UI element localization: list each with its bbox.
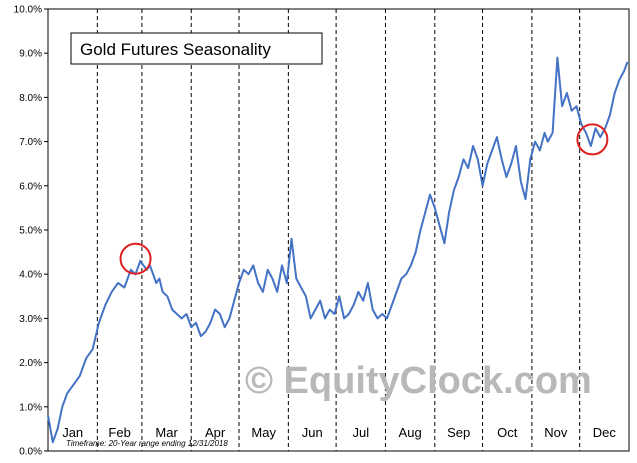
y-tick-label: 2.0% bbox=[19, 358, 42, 369]
x-tick-label: Nov bbox=[544, 425, 568, 440]
y-axis-ticks: 0.0% 1.0% 2.0% 3.0% 4.0% 5.0% 6.0% 7.0% 8.0% 9.0%… bbox=[14, 5, 48, 458]
x-tick-label: Jun bbox=[302, 425, 323, 440]
gold-seasonality-line bbox=[47, 56, 629, 444]
x-axis-ticks: Jan Feb Mar Apr May Jun Jul Aug Sep Oct Nov Dec bbox=[62, 425, 616, 440]
y-tick-label: 9.0% bbox=[19, 49, 42, 60]
y-tick-label: 4.0% bbox=[19, 270, 42, 281]
y-tick-label: 1.0% bbox=[19, 402, 42, 413]
x-tick-label: Sep bbox=[447, 425, 470, 440]
y-tick-label: 8.0% bbox=[19, 93, 42, 104]
x-tick-label: Dec bbox=[593, 425, 617, 440]
x-tick-label: Oct bbox=[497, 425, 518, 440]
y-tick-label: 6.0% bbox=[19, 181, 42, 192]
y-tick-label: 5.0% bbox=[19, 226, 42, 237]
timeframe-note: Timeframe: 20-Year range ending 12/31/20… bbox=[66, 439, 228, 448]
x-tick-label: Feb bbox=[108, 425, 130, 440]
highlight-circle-1 bbox=[576, 123, 609, 156]
x-tick-label: Jan bbox=[62, 425, 83, 440]
highlight-circles bbox=[119, 123, 609, 275]
chart-title: Gold Futures Seasonality bbox=[80, 40, 271, 59]
month-gridlines bbox=[96, 9, 581, 451]
watermark: © EquityClock.com bbox=[245, 360, 592, 402]
y-tick-label: 0.0% bbox=[19, 447, 42, 458]
highlight-circle-0 bbox=[119, 242, 152, 275]
x-tick-label: Aug bbox=[399, 425, 422, 440]
x-tick-label: Apr bbox=[205, 425, 226, 440]
y-tick-label: 10.0% bbox=[14, 5, 42, 16]
x-tick-label: Jul bbox=[352, 425, 369, 440]
y-tick-label: 3.0% bbox=[19, 314, 42, 325]
x-tick-label: Mar bbox=[155, 425, 178, 440]
chart-title-box bbox=[70, 32, 323, 65]
y-tick-label: 7.0% bbox=[19, 137, 42, 148]
x-tick-label: May bbox=[251, 425, 276, 440]
